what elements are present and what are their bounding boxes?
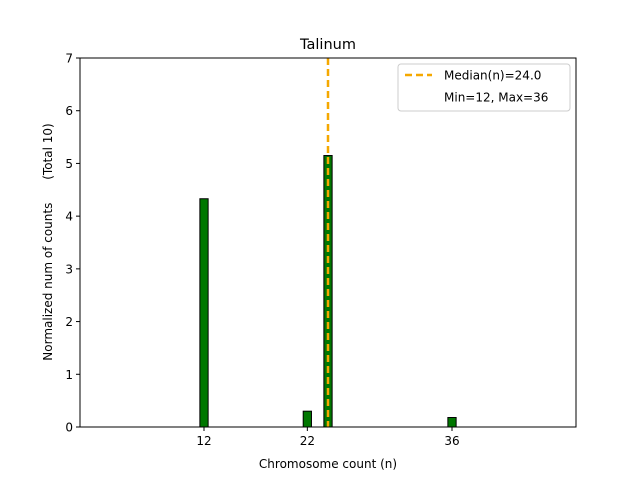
- y-axis-label: Normalized num of counts (Total 10): [41, 123, 55, 360]
- plot-frame: [79, 57, 577, 428]
- legend-minmax-label: Min=12, Max=36: [444, 91, 548, 105]
- y-tick-label: 6: [65, 104, 73, 118]
- chart-title: Talinum: [299, 37, 356, 53]
- y-tick-label: 4: [65, 210, 73, 224]
- bar: [302, 410, 312, 428]
- y-tick-label: 7: [65, 52, 73, 66]
- x-tick-label: 36: [444, 434, 459, 448]
- y-tick-label: 1: [65, 368, 73, 382]
- y-axis-ticks: 0 1 2 3 4 5 6 7: [65, 52, 80, 435]
- legend: Median(n)=24.0 Min=12, Max=36: [397, 63, 571, 112]
- x-tick-label: 12: [196, 434, 211, 448]
- bar: [447, 417, 457, 428]
- x-axis-label: Chromosome count (n): [259, 457, 397, 471]
- bar: [199, 198, 209, 428]
- y-tick-label: 3: [65, 262, 73, 276]
- x-tick-label: 22: [300, 434, 315, 448]
- y-tick-label: 0: [65, 421, 73, 435]
- legend-box: [397, 63, 571, 112]
- x-axis-ticks: 12 22 36: [196, 427, 460, 448]
- y-tick-label: 2: [65, 315, 73, 329]
- legend-median-label: Median(n)=24.0: [444, 69, 541, 83]
- y-tick-label: 5: [65, 157, 73, 171]
